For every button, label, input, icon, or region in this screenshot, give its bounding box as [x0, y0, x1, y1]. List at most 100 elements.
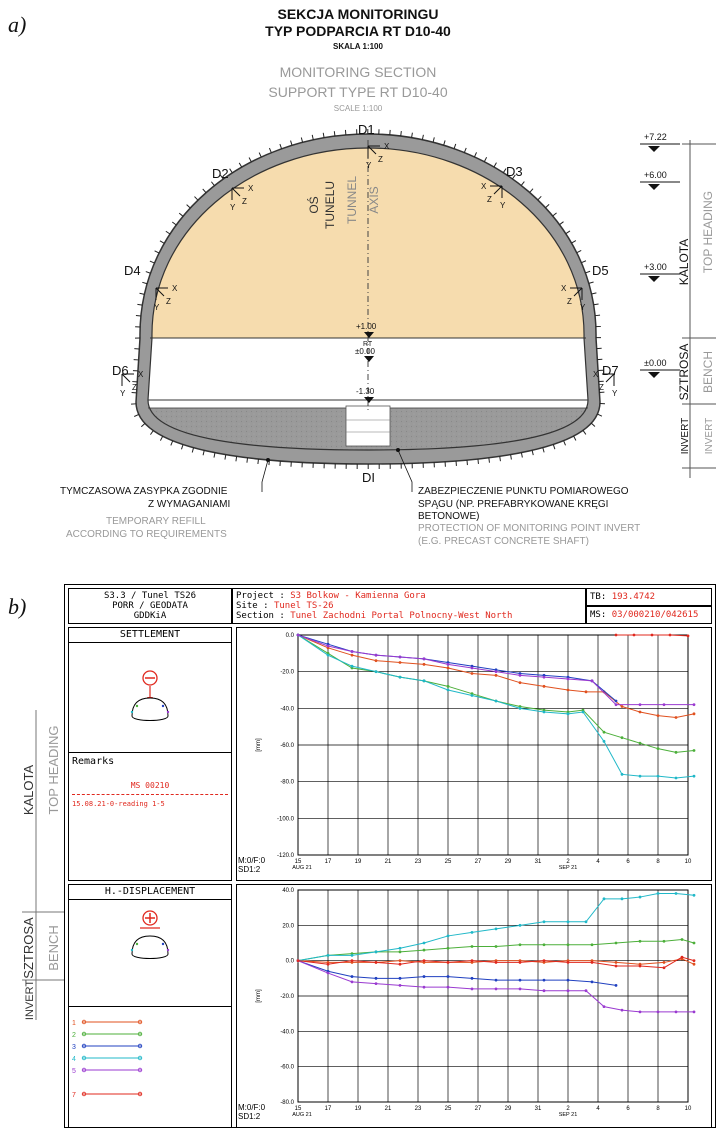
x-tick-label: 23: [415, 859, 422, 865]
series-4-point: [518, 923, 522, 927]
header-tb: TB: 193.4742: [586, 588, 712, 606]
series-1-point: [584, 690, 588, 694]
series-5-point: [470, 987, 474, 991]
series-4-point: [446, 688, 450, 692]
series-4-point: [620, 772, 624, 776]
series-5-point: [398, 655, 402, 659]
header-ms: MS: 03/000210/042615: [586, 606, 712, 624]
legend-marker-start-3: [81, 1043, 87, 1049]
series-1-point: [542, 684, 546, 688]
series-5-point: [656, 1010, 660, 1014]
y-tick-label: -40.0: [280, 1029, 294, 1035]
series-4-point: [470, 931, 474, 934]
series-1-point: [470, 672, 474, 675]
svg-text:Y: Y: [154, 303, 160, 312]
protect-en-1: PROTECTION OF MONITORING POINT INVERT: [418, 523, 641, 534]
svg-text:X: X: [481, 182, 487, 191]
svg-text:-1.30: -1.30: [356, 387, 375, 396]
series-4-point: [326, 653, 330, 657]
series-3-point: [398, 976, 402, 980]
point-d3: D3: [506, 164, 523, 179]
x-tick-label: 31: [535, 1106, 542, 1112]
series-2-point: [470, 945, 474, 948]
series-5-point: [566, 989, 570, 993]
series-6-point: [668, 633, 672, 637]
series-6-point: [542, 959, 546, 963]
series-line-2: [297, 938, 695, 962]
series-5-point: [638, 1010, 642, 1014]
series-1-point: [350, 653, 354, 657]
series-6-point: [614, 633, 618, 637]
series-3-point: [614, 984, 618, 987]
sd-label: SD1:2: [238, 865, 261, 874]
axis-pl-2: TUNELU: [323, 181, 337, 229]
series-5-point: [470, 666, 474, 670]
series-line-6: [297, 956, 695, 969]
point-d7: D7: [602, 363, 619, 378]
series-4-point: [398, 946, 402, 950]
series-2-point: [494, 945, 498, 948]
x-tick-label: 8: [656, 859, 660, 865]
series-1-point: [398, 959, 402, 963]
series-6-point: [662, 966, 666, 970]
zone-invert-en: INVERT: [704, 418, 715, 455]
x-tick-label: 25: [445, 1106, 452, 1112]
svg-text:X: X: [384, 142, 390, 151]
series-2-point: [602, 730, 606, 734]
series-2-point: [566, 943, 570, 947]
y-tick-label: 20.0: [282, 923, 294, 929]
series-4-point: [674, 776, 678, 780]
axis-en-2: AXIS: [367, 186, 381, 213]
x-month-label: SEP 21: [559, 1112, 578, 1118]
side-zone-labels: KALOTA TOP HEADING SZTROSA BENCH INVERT: [21, 710, 64, 1020]
series-line-4: [297, 893, 695, 962]
series-6-point: [632, 633, 636, 637]
series-5-point: [296, 633, 300, 637]
svg-text:RT: RT: [363, 341, 373, 348]
series-5-point: [374, 653, 378, 657]
y-tick-label: -20.0: [280, 994, 294, 1000]
series-2-point: [398, 950, 402, 954]
series-4-point: [518, 706, 522, 710]
settlement-title: SETTLEMENT: [69, 628, 231, 643]
series-5-point: [422, 985, 426, 989]
legend-marker-start-7: [81, 1091, 87, 1097]
series-5-point: [542, 675, 546, 679]
x-month-label: SEP 21: [559, 865, 578, 871]
remarks-title: Remarks: [72, 756, 115, 767]
series-4-point: [602, 897, 606, 901]
x-tick-label: 4: [596, 1106, 600, 1112]
zone-bench: BENCH: [701, 351, 715, 393]
title-en-1: MONITORING SECTION: [279, 64, 437, 80]
series-4-point: [602, 739, 606, 743]
series-4-point: [692, 893, 696, 897]
y-tick-label: -60.0: [280, 1065, 294, 1071]
series-4-point: [584, 920, 588, 924]
series-3-point: [518, 978, 522, 982]
series-5-point: [326, 644, 330, 648]
svg-text:+6.00: +6.00: [644, 170, 667, 180]
protect-pl-3: BETONOWE): [418, 511, 480, 522]
svg-text:Y: Y: [366, 161, 372, 170]
series-1-point: [422, 662, 426, 666]
series-1-point: [374, 659, 378, 663]
series-5-point: [602, 1005, 606, 1008]
series-5-point: [350, 980, 354, 984]
legend-num-2: 2: [72, 1032, 76, 1039]
legend-marker-start-5: [81, 1067, 87, 1073]
series-6-point: [650, 633, 654, 637]
hdisp-chart: 15 17 19 21 23 25 27 29 31 2 4 6 8 10 AUG 21 SEP 21 40.0…: [238, 888, 696, 1121]
series-4-point: [422, 679, 426, 683]
series-line-5: [297, 960, 694, 1013]
series-2-point: [590, 943, 594, 947]
series-5-point: [350, 650, 354, 653]
series-6-point: [398, 962, 402, 966]
x-tick-label: 21: [385, 1106, 392, 1112]
legend-marker-start-2: [81, 1031, 87, 1037]
header-left: S3.3 / Tunel TS26 PORR / GEODATA GDDKiA: [68, 588, 232, 624]
x-tick-label: 2: [566, 1106, 570, 1112]
series-5-point: [692, 703, 696, 707]
series-1-point: [494, 673, 498, 677]
series-6-point: [680, 955, 684, 959]
series-3-point: [470, 976, 474, 980]
